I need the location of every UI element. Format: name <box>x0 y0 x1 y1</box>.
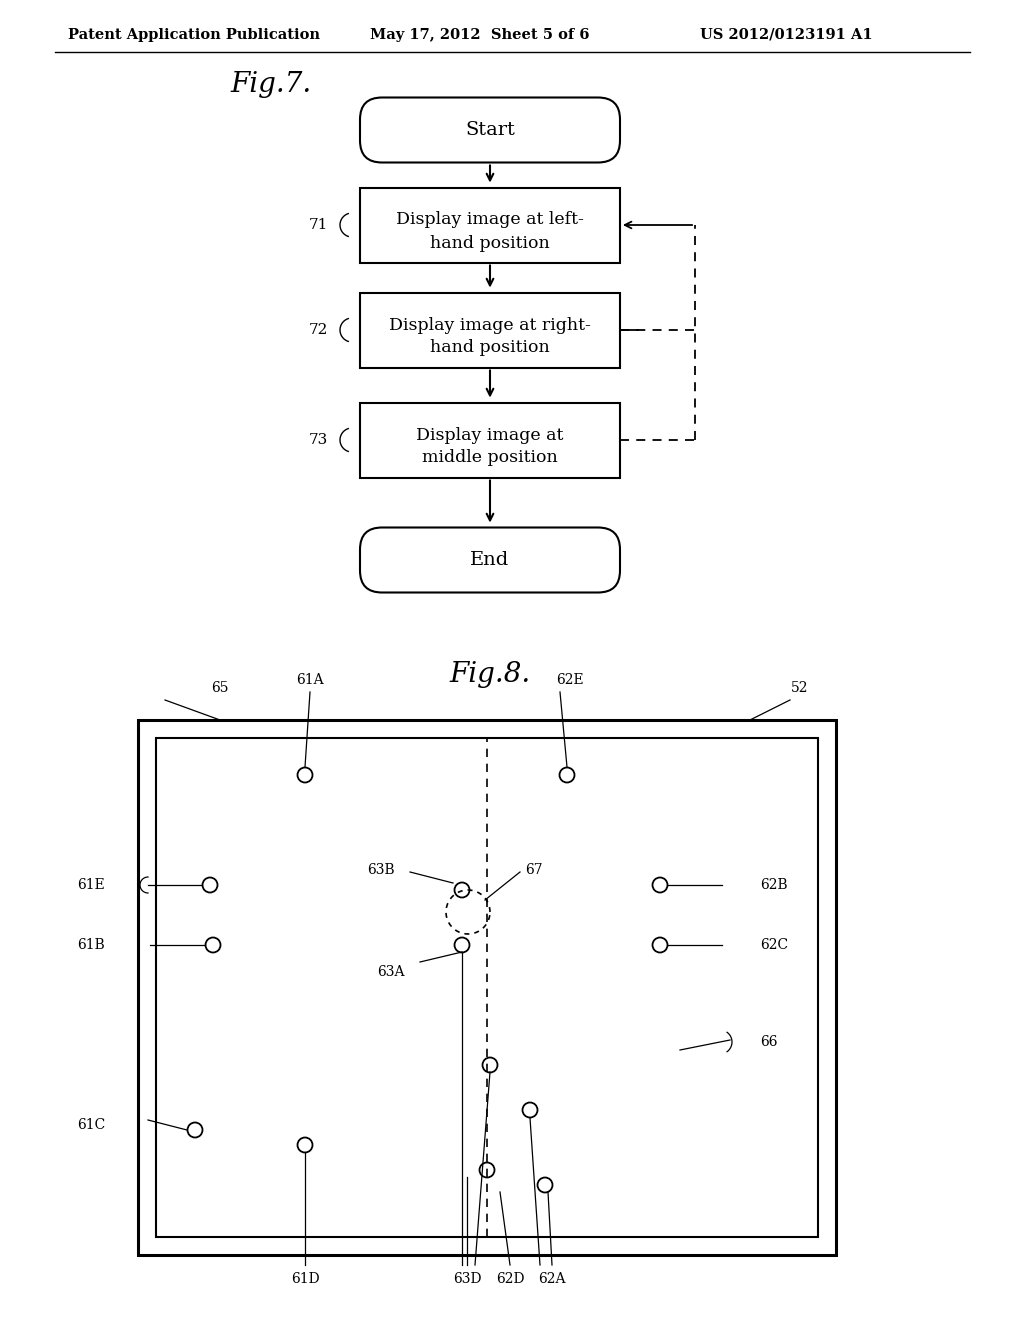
Bar <box>360 187 620 263</box>
Text: Fig.7.: Fig.7. <box>230 71 311 99</box>
Text: 67: 67 <box>525 863 543 876</box>
Text: 62A: 62A <box>539 1272 565 1286</box>
Text: 52: 52 <box>792 681 809 696</box>
Text: 62C: 62C <box>760 939 788 952</box>
Bar <box>138 719 836 1255</box>
FancyBboxPatch shape <box>360 98 620 162</box>
Text: 62E: 62E <box>556 673 584 686</box>
Text: 61D: 61D <box>291 1272 319 1286</box>
FancyBboxPatch shape <box>360 528 620 593</box>
Text: May 17, 2012  Sheet 5 of 6: May 17, 2012 Sheet 5 of 6 <box>370 28 590 42</box>
Text: hand position: hand position <box>430 339 550 356</box>
Text: Display image at right-: Display image at right- <box>389 317 591 334</box>
Text: US 2012/0123191 A1: US 2012/0123191 A1 <box>700 28 872 42</box>
Text: Display image at: Display image at <box>417 426 563 444</box>
Text: 62B: 62B <box>760 878 787 892</box>
Text: middle position: middle position <box>422 450 558 466</box>
Bar <box>156 738 818 1237</box>
Text: Fig.8.: Fig.8. <box>450 661 530 689</box>
Text: 63A: 63A <box>378 965 406 979</box>
Text: 71: 71 <box>308 218 328 232</box>
Text: 61A: 61A <box>296 673 324 686</box>
Text: 73: 73 <box>309 433 328 447</box>
Text: 65: 65 <box>211 681 228 696</box>
Text: Start: Start <box>465 121 515 139</box>
Text: 61B: 61B <box>77 939 105 952</box>
Text: 61E: 61E <box>77 878 105 892</box>
Text: 62D: 62D <box>496 1272 524 1286</box>
Text: Patent Application Publication: Patent Application Publication <box>68 28 319 42</box>
Text: 61C: 61C <box>77 1118 105 1133</box>
Text: 66: 66 <box>760 1035 777 1049</box>
Bar <box>360 403 620 478</box>
Text: 72: 72 <box>308 323 328 337</box>
Text: 63B: 63B <box>368 863 395 876</box>
Text: 63D: 63D <box>453 1272 481 1286</box>
Text: hand position: hand position <box>430 235 550 252</box>
Text: End: End <box>470 550 510 569</box>
Text: Display image at left-: Display image at left- <box>396 211 584 228</box>
Bar <box>360 293 620 367</box>
